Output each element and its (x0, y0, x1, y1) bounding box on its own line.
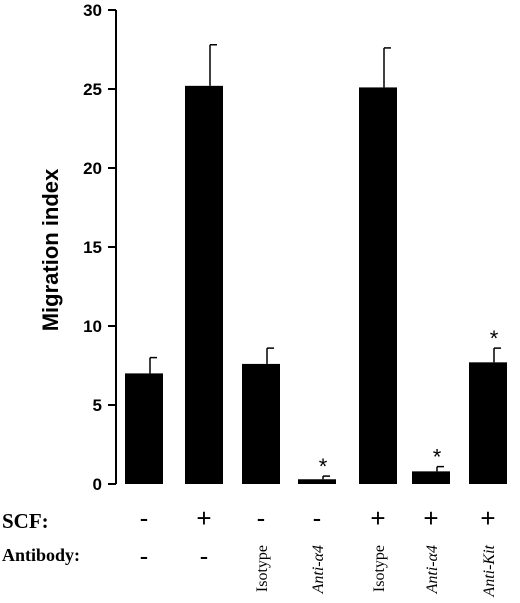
y-tick-label: 25 (83, 80, 102, 99)
antibody-value: - (140, 541, 149, 571)
y-ticks: 0 5 10 15 20 25 30 (83, 1, 116, 494)
significance-star: * (490, 326, 499, 351)
bar (185, 85, 223, 484)
antibody-value: Anti-α4 (310, 545, 327, 594)
bar (412, 471, 450, 484)
significance-markers: * * * (319, 326, 499, 479)
bar (359, 87, 397, 485)
scf-value: + (423, 503, 438, 533)
bar (298, 479, 336, 484)
antibody-row-label: Antibody: (2, 545, 80, 565)
antibody-value: - (200, 541, 209, 571)
antibody-value: Anti-α4 (424, 545, 441, 594)
y-tick-label: 30 (83, 1, 102, 20)
significance-star: * (319, 454, 328, 479)
y-tick-label: 5 (93, 396, 102, 415)
bar (242, 363, 280, 484)
bar (469, 362, 507, 484)
scf-value: - (140, 503, 149, 533)
y-axis-title: Migration index (38, 168, 63, 331)
y-tick-label: 20 (83, 159, 102, 178)
scf-value: + (480, 503, 495, 533)
bars (125, 85, 507, 485)
antibody-value: Isotype (371, 545, 388, 592)
scf-value: + (370, 503, 385, 533)
scf-row-label: SCF: (2, 509, 49, 533)
y-tick-label: 10 (83, 317, 102, 336)
scf-value: - (313, 503, 322, 533)
antibody-value: Isotype (254, 545, 271, 592)
antibody-value: Anti-Kit (481, 544, 498, 597)
scf-row: - + - - + + + (140, 503, 496, 533)
significance-star: * (433, 445, 442, 470)
scf-value: - (257, 503, 266, 533)
y-tick-label: 15 (83, 238, 102, 257)
scf-value: + (196, 503, 211, 533)
error-bars (149, 44, 501, 480)
antibody-row: - - Isotype Anti-α4 Isotype Anti-α4 Anti-Kit (140, 541, 498, 598)
y-tick-label: 0 (93, 475, 102, 494)
bar (125, 373, 163, 484)
